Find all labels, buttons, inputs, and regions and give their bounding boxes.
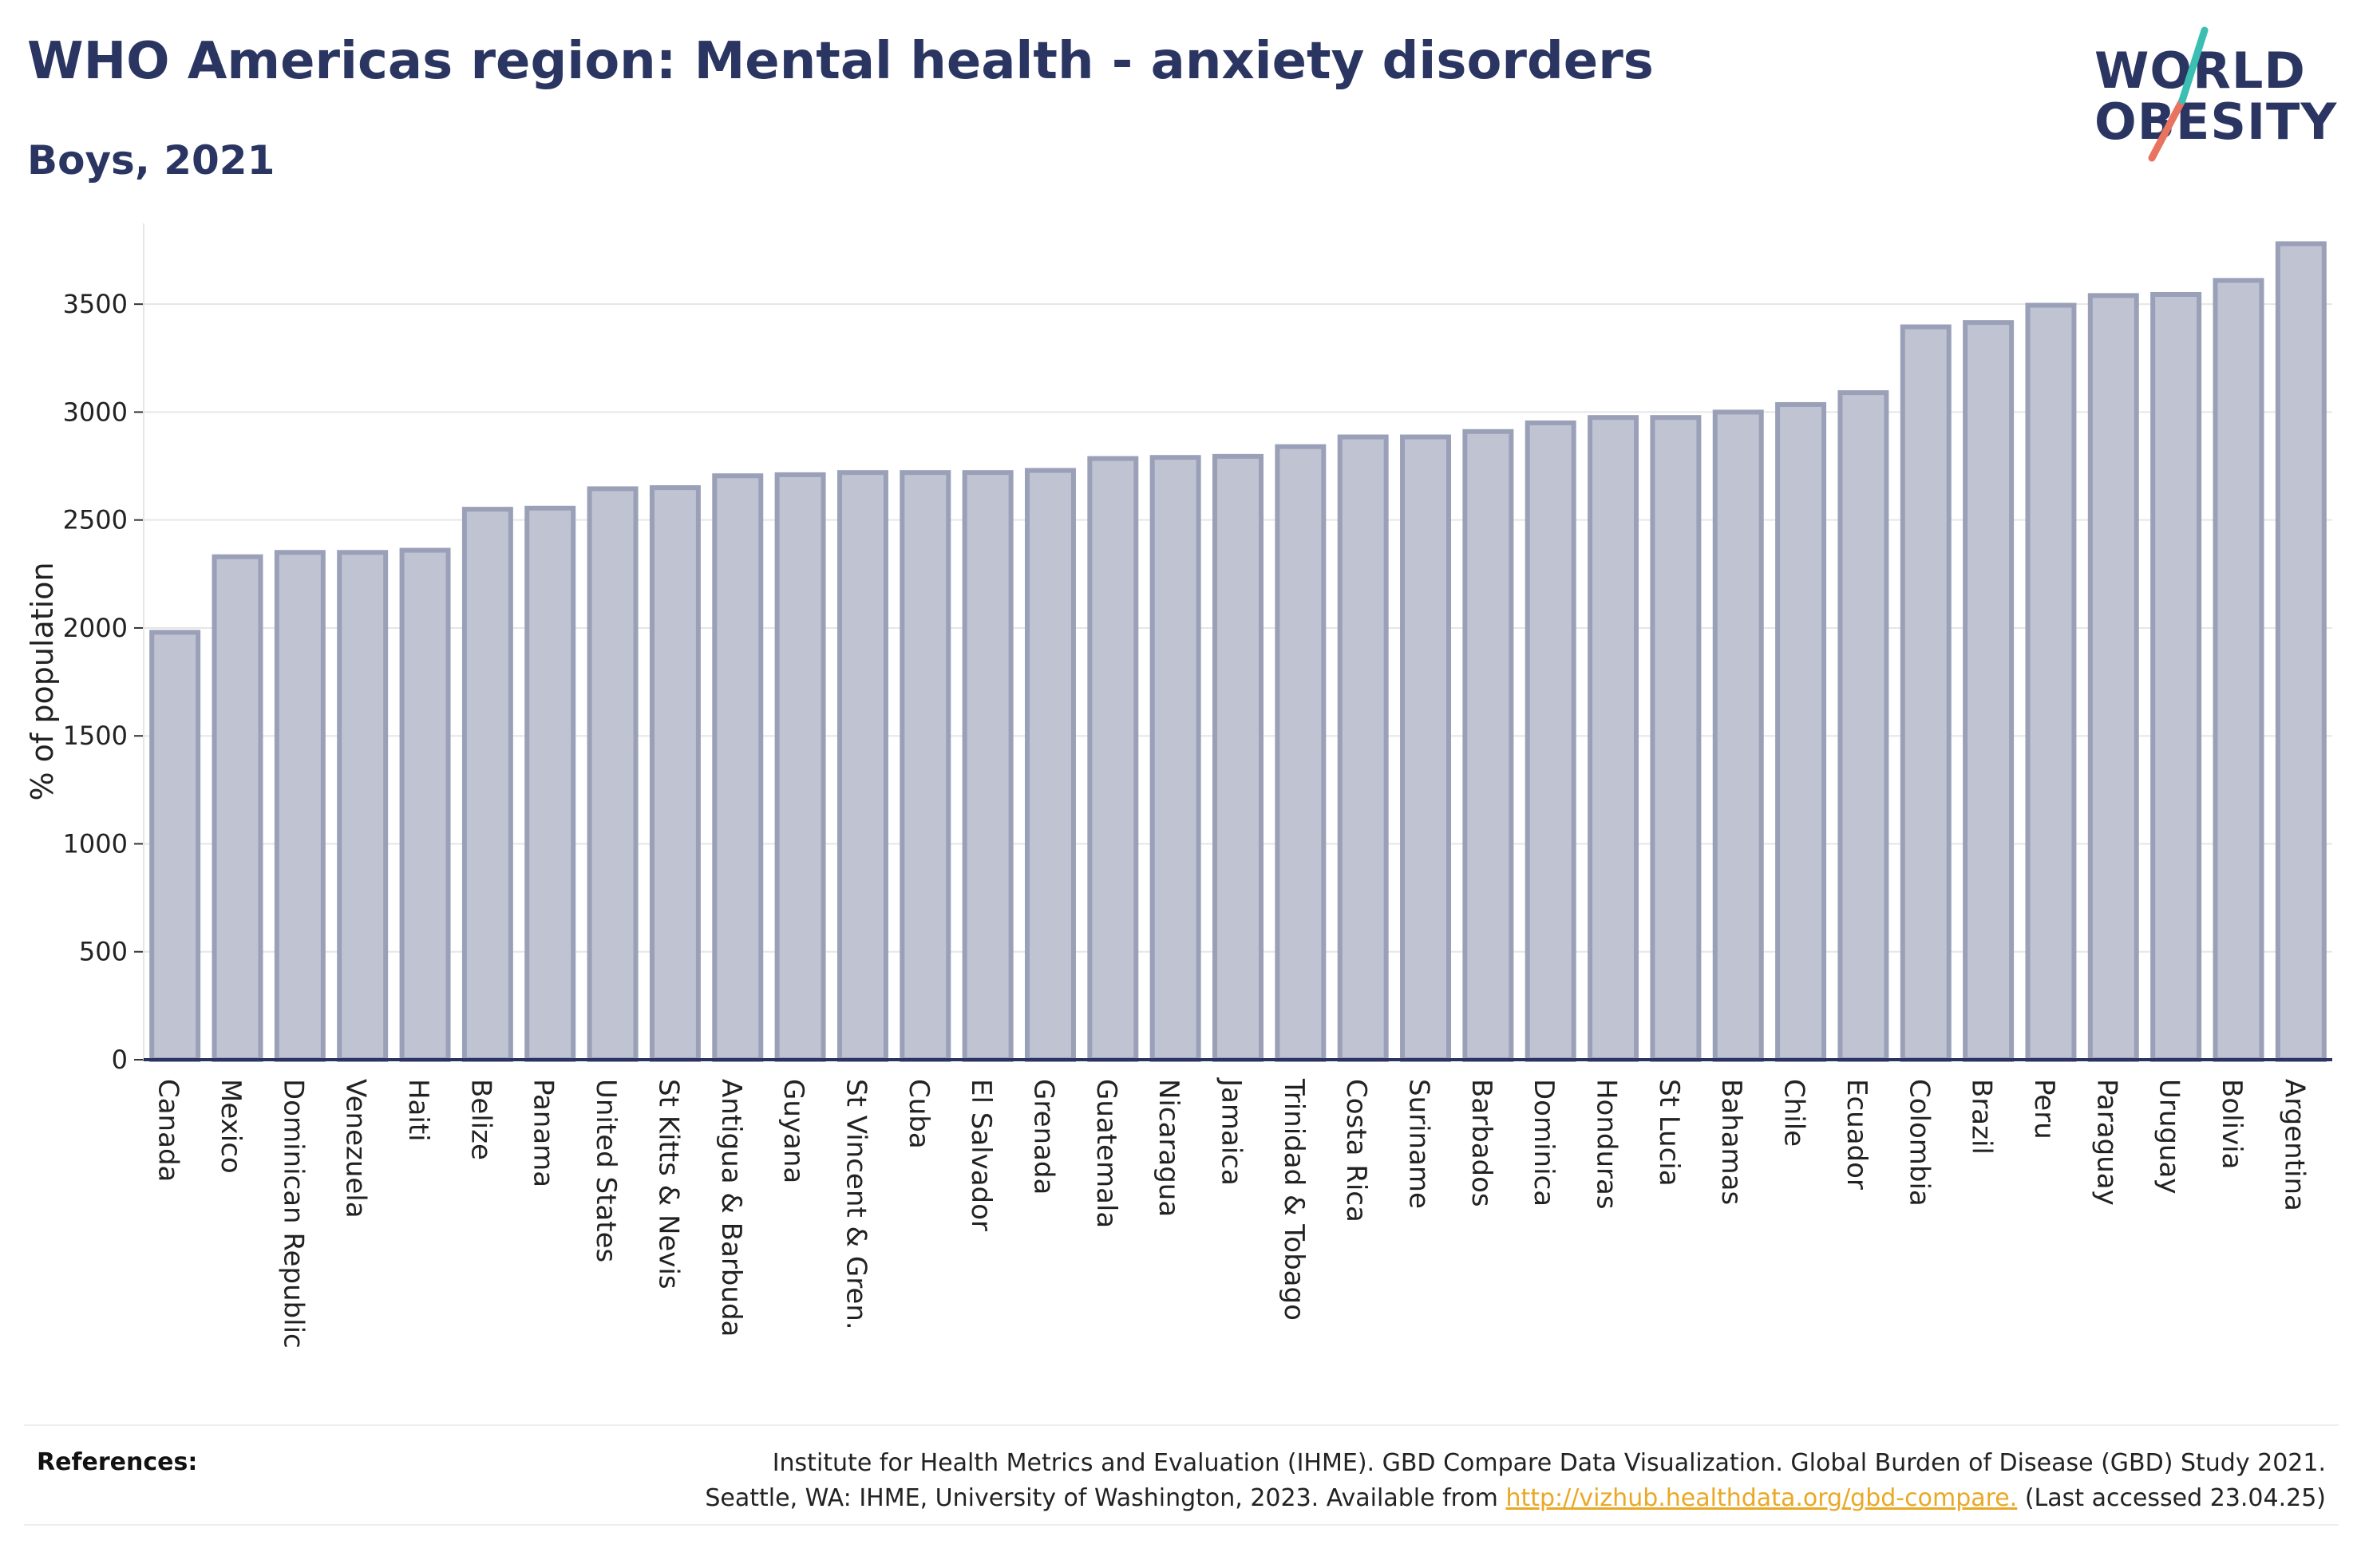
bar-chart: 0 500 1000 1500 2000 2500 3000 3500 Canada Mexico… — [25, 223, 2332, 1349]
x-tick-label: Guyana — [777, 1079, 809, 1183]
x-tick-label: Chile — [1778, 1079, 1810, 1147]
references-top-rule — [24, 1424, 2339, 1426]
reference-line-2-text: Seattle, WA: IHME, University of Washing… — [705, 1484, 1506, 1512]
bar-canada — [149, 630, 201, 1062]
bar-brazil — [1963, 320, 2015, 1062]
bar-panama — [524, 505, 576, 1062]
world-obesity-logo: WORLD OBESITY — [2083, 24, 2347, 168]
x-tick-label: Honduras — [1591, 1079, 1623, 1210]
y-tick-label: 2500 — [63, 505, 128, 535]
bars — [149, 241, 2327, 1063]
bar-suriname — [1400, 434, 1452, 1062]
x-tick-label: Guatemala — [1090, 1079, 1122, 1228]
bar-guyana — [774, 472, 826, 1062]
x-tick-label: Venezuela — [340, 1079, 372, 1218]
bar-argentina — [2275, 241, 2327, 1062]
references-bottom-rule — [24, 1524, 2339, 1526]
bar-peru — [2025, 302, 2077, 1063]
y-tick-label: 1000 — [63, 828, 128, 859]
bar-united-states — [587, 486, 639, 1062]
x-tick-label: Peru — [2028, 1079, 2060, 1139]
x-tick-label: St Vincent & Gren. — [840, 1079, 872, 1330]
x-tick-label: Mexico — [215, 1079, 247, 1174]
y-tick-label: 3000 — [63, 397, 128, 427]
bar-belize — [461, 507, 513, 1062]
y-tick-label: 1500 — [63, 721, 128, 751]
x-tick-label: Argentina — [2278, 1079, 2310, 1211]
references-label: References: — [37, 1448, 198, 1476]
y-tick-label: 3500 — [63, 289, 128, 319]
bar-uruguay — [2150, 291, 2202, 1063]
y-tick-label: 2000 — [63, 613, 128, 643]
chart-title: WHO Americas region: Mental health - anx… — [27, 32, 1654, 91]
x-tick-label: Dominican Republic — [277, 1079, 309, 1349]
x-tick-label: St Lucia — [1653, 1079, 1685, 1187]
chart-subtitle: Boys, 2021 — [27, 137, 275, 184]
x-tick-label: Ecuador — [1841, 1079, 1873, 1190]
x-tick-label: Suriname — [1403, 1079, 1435, 1209]
bar-mexico — [212, 554, 263, 1062]
axes — [134, 223, 2332, 1061]
bar-dominica — [1525, 420, 1576, 1062]
logo-line-2: OBESITY — [2094, 93, 2338, 151]
bar-st-kitts-nevis — [649, 485, 701, 1062]
x-tick-label: Trinidad & Tobago — [1278, 1078, 1310, 1321]
y-tick-label: 0 — [112, 1045, 128, 1075]
x-tick-label: Colombia — [1903, 1079, 1935, 1207]
x-tick-label: Grenada — [1027, 1079, 1059, 1195]
bar-jamaica — [1212, 453, 1264, 1062]
bar-st-vincent-gren- — [836, 470, 888, 1062]
bar-ecuador — [1837, 390, 1889, 1062]
x-tick-label: Jamaica — [1216, 1077, 1248, 1186]
reference-line-2: Seattle, WA: IHME, University of Washing… — [705, 1481, 2326, 1516]
x-tick-label: Barbados — [1465, 1079, 1497, 1207]
x-tick-label: United States — [590, 1079, 622, 1262]
bar-chile — [1775, 401, 1827, 1062]
reference-link[interactable]: http://vizhub.healthdata.org/gbd-compare… — [1505, 1484, 2018, 1512]
bar-antigua-barbuda — [712, 473, 764, 1062]
bar-nicaragua — [1149, 455, 1201, 1062]
reference-line-1: Institute for Health Metrics and Evaluat… — [772, 1449, 2326, 1477]
x-tick-label: Uruguay — [2153, 1079, 2185, 1195]
x-tick-label: Paraguay — [2090, 1079, 2122, 1206]
bar-st-lucia — [1650, 415, 1702, 1062]
bar-grenada — [1024, 468, 1076, 1062]
logo-slash-icon — [2148, 26, 2209, 162]
x-tick-label: Antigua & Barbuda — [715, 1079, 747, 1337]
bar-trinidad-tobago — [1275, 444, 1327, 1062]
x-tick-label: Belize — [465, 1079, 496, 1160]
bar-dominican-republic — [274, 550, 326, 1062]
x-tick-label: Canada — [152, 1079, 184, 1182]
x-tick-label: Dominica — [1528, 1079, 1560, 1207]
x-tick-label: Nicaragua — [1153, 1079, 1184, 1217]
x-tick-label: St Kitts & Nevis — [652, 1079, 684, 1290]
x-tick-label: Bahamas — [1715, 1079, 1747, 1205]
bar-bahamas — [1712, 409, 1764, 1062]
tick-labels: 0 500 1000 1500 2000 2500 3000 3500 Canada Mexico… — [25, 289, 2310, 1349]
x-tick-label: Cuba — [903, 1079, 935, 1149]
bar-guatemala — [1087, 456, 1139, 1062]
x-tick-label: Brazil — [1966, 1079, 1998, 1155]
bar-paraguay — [2087, 293, 2139, 1062]
bar-colombia — [1900, 324, 1952, 1062]
bar-bolivia — [2213, 278, 2264, 1062]
bar-barbados — [1462, 429, 1514, 1062]
reference-line-2-suffix: (Last accessed 23.04.25) — [2017, 1484, 2326, 1512]
y-tick-label: 500 — [79, 937, 128, 967]
x-tick-label: Panama — [528, 1079, 560, 1187]
references-text: Institute for Health Metrics and Evaluat… — [705, 1446, 2326, 1516]
bar-haiti — [399, 547, 451, 1062]
x-tick-label: Bolivia — [2216, 1079, 2248, 1169]
x-tick-label: Costa Rica — [1340, 1079, 1372, 1222]
x-tick-label: El Salvador — [965, 1079, 997, 1231]
bar-costa-rica — [1337, 434, 1389, 1062]
bar-cuba — [900, 470, 951, 1062]
bar-honduras — [1588, 415, 1639, 1062]
x-tick-label: Haiti — [402, 1079, 434, 1142]
y-axis-title: % of population — [25, 562, 60, 800]
bar-el-salvador — [962, 470, 1014, 1062]
bar-venezuela — [337, 550, 389, 1062]
